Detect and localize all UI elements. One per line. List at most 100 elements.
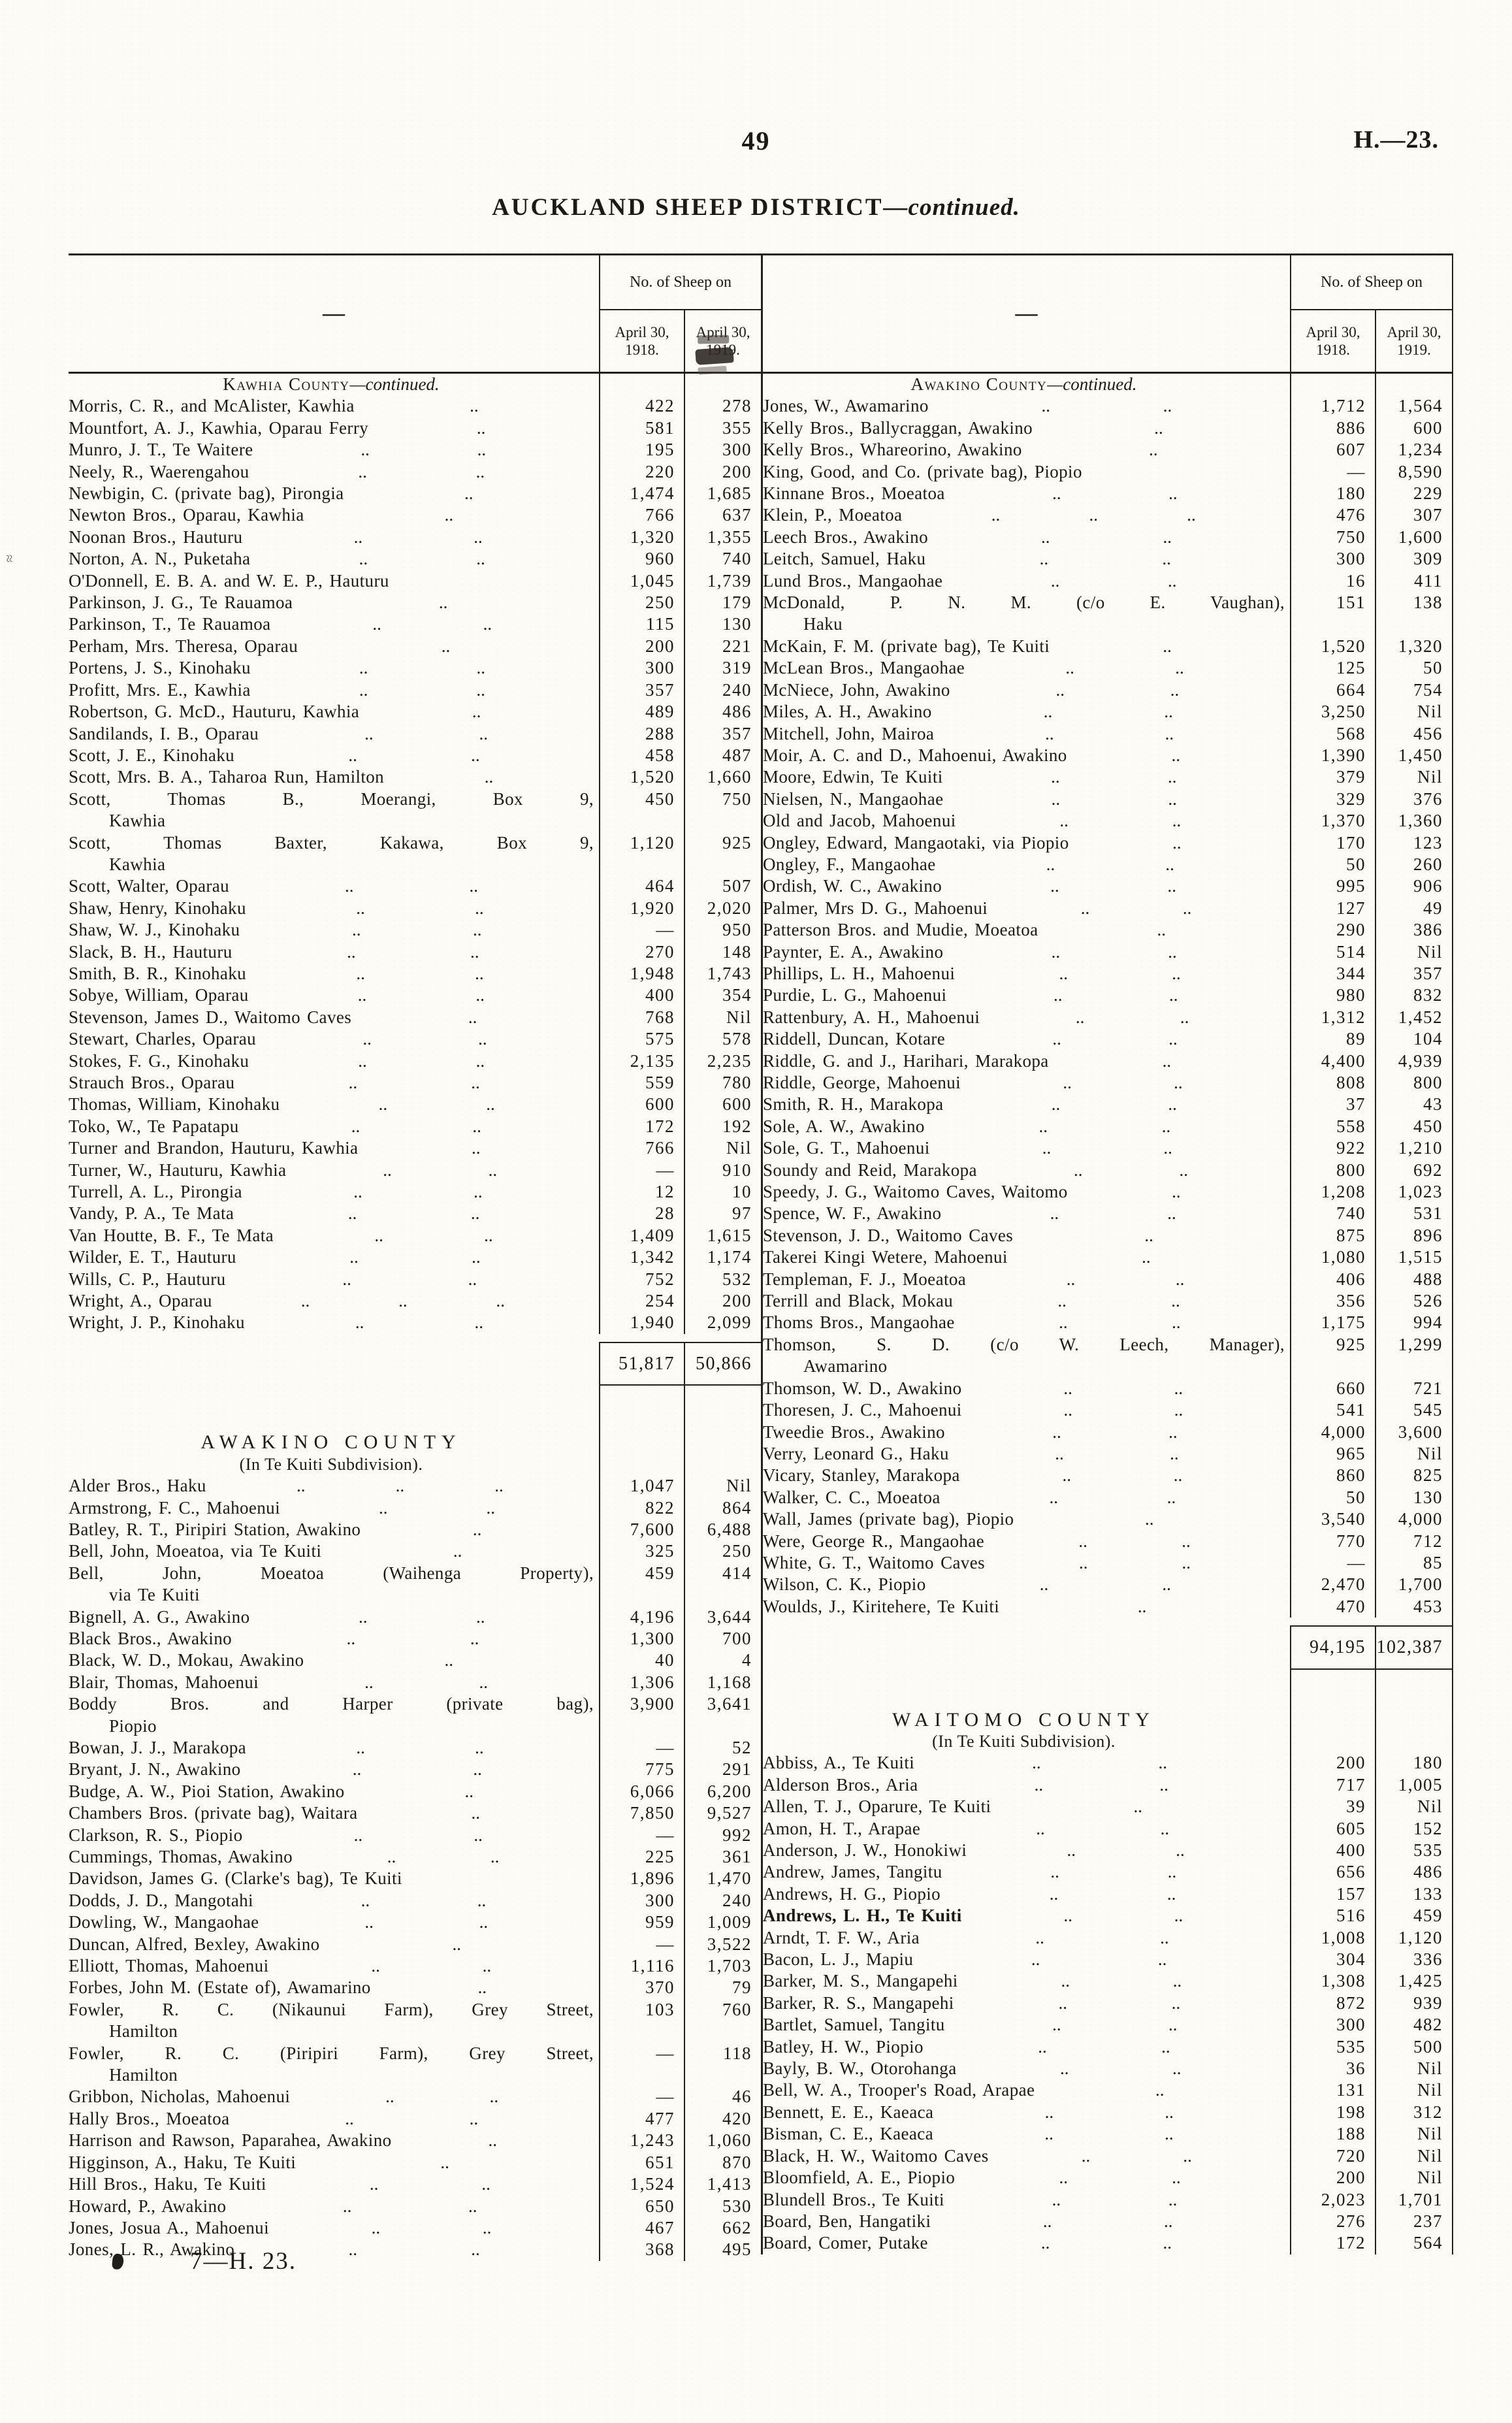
dot-leader-mark: ..	[1042, 2211, 1052, 2231]
sheep-1919: 1,060	[684, 2130, 761, 2152]
table-row: Parkinson, T., Te Rauamoa.... 115 130	[69, 613, 761, 636]
sheep-1918: 270	[599, 941, 684, 963]
table-row: Slack, B. H., Hauturu.... 270 148	[69, 941, 761, 963]
dot-leader: ....	[946, 984, 1285, 1006]
owner-name: Forbes, John M. (Estate of), Awamarino	[69, 1977, 371, 1998]
owner-name: Black, W. D., Mokau, Awakino	[69, 1650, 304, 1670]
dot-leader-mark: ..	[472, 1116, 481, 1136]
sheep-1918: 470	[1290, 1595, 1375, 1618]
sheep-1919: 6,488	[684, 1518, 761, 1541]
sheep-1919: 1,005	[1375, 1774, 1452, 1797]
dot-leader-mark: ..	[1039, 1574, 1049, 1595]
sheep-1919: 1,452	[1375, 1006, 1452, 1029]
table-row: Thoresen, J. C., Mahoenui.... 541 545	[763, 1399, 1452, 1422]
dot-leader: ....	[226, 1269, 594, 1290]
sheep-1918: 740	[1290, 1203, 1375, 1225]
sheep-1919: 1,743	[684, 962, 761, 985]
sheep-1918: 1,940	[599, 1312, 684, 1334]
table-row: Were, George R., Mangaohae.... 770 712	[763, 1530, 1452, 1552]
sheep-1918: 125	[1290, 657, 1375, 679]
sheep-1918: 664	[1290, 679, 1375, 702]
owner-name-cell: Gribbon, Nicholas, Mahoenui....	[69, 2086, 599, 2107]
sheep-1918: 172	[1290, 2232, 1375, 2254]
dot-leader: ....	[945, 2014, 1285, 2036]
sheep-1918: 541	[1290, 1399, 1375, 1422]
dot-leader-mark: ..	[475, 985, 485, 1005]
dot-leader-mark: ..	[1053, 985, 1063, 1005]
dot-leader: ....	[253, 439, 594, 461]
dot-leader: ....	[957, 2058, 1285, 2079]
dot-leader-mark: ..	[355, 1312, 364, 1333]
table-row: Terrill and Black, Mokau.... 356 526	[763, 1290, 1452, 1312]
dot-leader-mark: ..	[472, 1519, 482, 1539]
sheep-1918: 157	[1290, 1883, 1375, 1906]
table-row: Leitch, Samuel, Haku.... 300 309	[763, 548, 1452, 570]
owner-name: Turner, W., Hauturu, Kawhia	[69, 1160, 287, 1180]
owner-name-cell: Bell, John, Moeatoa (Waihenga Property),…	[69, 1563, 599, 1606]
sheep-1919: Nil	[1375, 2123, 1452, 2145]
table-row: Sobye, William, Oparau.... 400 354	[69, 984, 761, 1007]
sheep-1919: 8,590	[1375, 461, 1452, 483]
dot-leader: ....	[241, 1759, 594, 1780]
sheep-1918: 1,120	[599, 832, 684, 876]
dot-leader-mark: ..	[1058, 1992, 1067, 2013]
owner-name-cell: Tweedie Bros., Awakino....	[763, 1422, 1290, 1443]
owner-name-cell: Nielsen, N., Mangaohae....	[763, 789, 1290, 810]
section-heading-cell: WAITOMO COUNTY	[763, 1709, 1290, 1731]
owner-name: Stokes, F. G., Kinohaku	[69, 1050, 249, 1071]
dot-leader: ....	[943, 789, 1285, 810]
sheep-1918: 3,900	[599, 1693, 684, 1737]
owner-name: Bartlet, Samuel, Tangitu	[763, 2015, 945, 2035]
owner-name-cell: Hill Bros., Haku, Te Kuiti....	[69, 2173, 599, 2195]
table-row: Woulds, J., Kiritehere, Te Kuiti.. 470 453	[763, 1595, 1452, 1618]
dot-leader-mark: ..	[1079, 1552, 1088, 1572]
dot-leader-mark: ..	[1161, 1116, 1171, 1136]
table-row: Takerei Kingi Wetere, Mahoenui.. 1,080 1,5…	[763, 1246, 1452, 1269]
owner-name: O'Donnell, E. B. A. and W. E. P., Hautur…	[69, 570, 389, 591]
sheep-count-span-header: No. of Sheep on	[599, 255, 761, 310]
dot-leader-mark: ..	[1032, 1753, 1041, 1773]
sheep-1918: 464	[599, 875, 684, 898]
sheep-1919: 3,644	[684, 1606, 761, 1628]
dot-leader: ....	[967, 1840, 1285, 1861]
sheep-1919: 46	[684, 2086, 761, 2108]
owner-name-cell: Palmer, Mrs D. G., Mahoenui....	[763, 898, 1290, 919]
owner-name: Higginson, A., Haku, Te Kuiti	[69, 2152, 297, 2172]
dot-leader-mark: ..	[471, 1138, 481, 1158]
owner-name-cell: Stevenson, J. D., Waitomo Caves..	[763, 1225, 1290, 1246]
sheep-1918: 422	[599, 395, 684, 417]
dot-leader: ..	[321, 1540, 594, 1562]
sheep-1918: 115	[599, 613, 684, 636]
dot-leader: ....	[932, 701, 1285, 723]
table-row: Armstrong, F. C., Mahoenui.... 822 864	[69, 1497, 761, 1519]
sheep-1919: 3,641	[684, 1693, 761, 1737]
dot-leader-mark: ..	[385, 2087, 394, 2107]
column-header-1919: April 30, 1919.	[1375, 310, 1452, 372]
owner-name-cell: Fowler, R. C. (Nikaunui Farm), Grey Stre…	[69, 1999, 599, 2043]
sheep-1919: 896	[1375, 1224, 1452, 1247]
dot-leader-mark: ..	[1176, 1840, 1185, 1860]
sheep-1918: 200	[599, 635, 684, 658]
owner-name-cell: Board, Ben, Hangatiki....	[763, 2211, 1290, 2232]
owner-name: Howard, P., Awakino	[69, 2196, 227, 2216]
owner-name-cell: Turner, W., Hauturu, Kawhia....	[69, 1160, 599, 1181]
dot-leader-mark: ..	[347, 1203, 357, 1224]
dot-leader: ....	[928, 527, 1285, 548]
table-row: Davidson, James G. (Clarke's bag), Te Ku…	[69, 1868, 761, 1890]
dot-leader: ......	[212, 1290, 594, 1312]
owner-name-cell: Klein, P., Moeatoa......	[763, 504, 1290, 526]
dot-leader-mark: ..	[374, 1225, 383, 1245]
sheep-1918: 127	[1290, 897, 1375, 920]
sheep-1919: 200	[684, 1290, 761, 1312]
owner-name: Bell, John, Moeatoa, via Te Kuiti	[69, 1541, 322, 1561]
table-row: Boddy Bros. and Harper (private bag), Pio…	[69, 1693, 761, 1737]
owner-name: Terrill and Black, Mokau	[763, 1291, 954, 1311]
page-title-main: AUCKLAND SHEEP DISTRICT	[492, 194, 884, 221]
dot-leader: ....	[249, 1050, 594, 1072]
owner-name-cell: Batley, R. T., Piripiri Station, Awakino…	[69, 1519, 599, 1540]
owner-name: Clarkson, R. S., Piopio	[69, 1825, 243, 1845]
owner-name-cell: Wright, A., Oparau......	[69, 1290, 599, 1312]
dot-leader-mark: ..	[1157, 920, 1166, 940]
owner-name: McLean Bros., Mangaohae	[763, 658, 965, 678]
table-row: Barker, R. S., Mangapehi.... 872 939	[763, 1992, 1452, 2015]
